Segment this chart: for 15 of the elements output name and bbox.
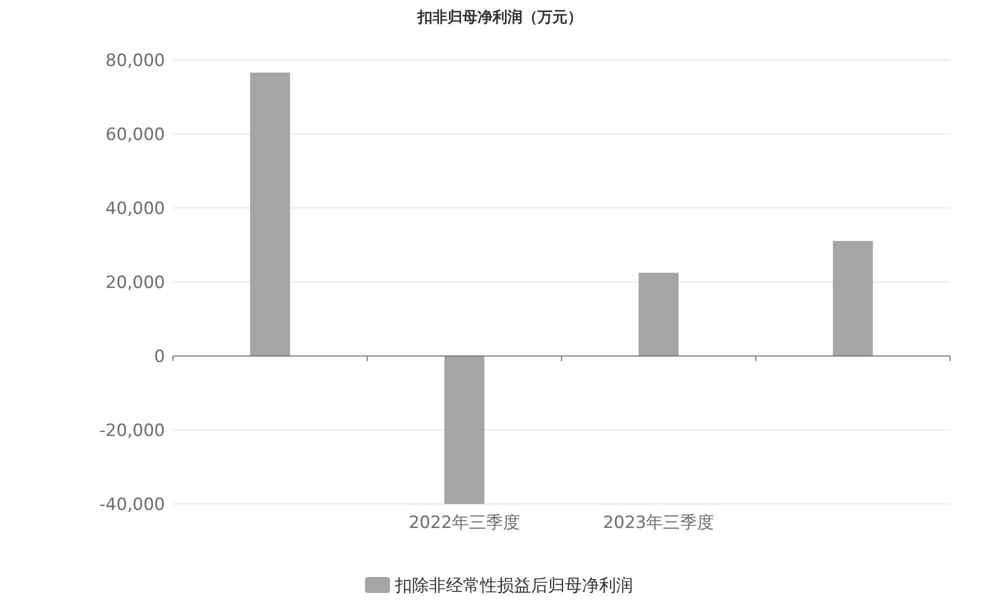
bar	[444, 356, 484, 504]
y-tick-label: 80,000	[106, 51, 165, 71]
y-tick-label: 40,000	[106, 199, 165, 219]
y-tick-label: -40,000	[99, 495, 165, 515]
y-tick-label: 60,000	[106, 125, 165, 145]
y-tick-label: 20,000	[106, 273, 165, 293]
bar	[638, 272, 679, 356]
bar	[250, 72, 290, 356]
x-tick-label: 2022年三季度	[408, 513, 520, 533]
y-tick-label: 0	[154, 347, 165, 367]
y-tick-label: -20,000	[99, 421, 165, 441]
bar	[832, 240, 873, 356]
x-tick-label: 2023年三季度	[602, 513, 714, 533]
legend-label: 扣除非经常性损益后归母净利润	[394, 576, 633, 596]
chart-title: 扣非归母净利润（万元）	[416, 8, 582, 26]
